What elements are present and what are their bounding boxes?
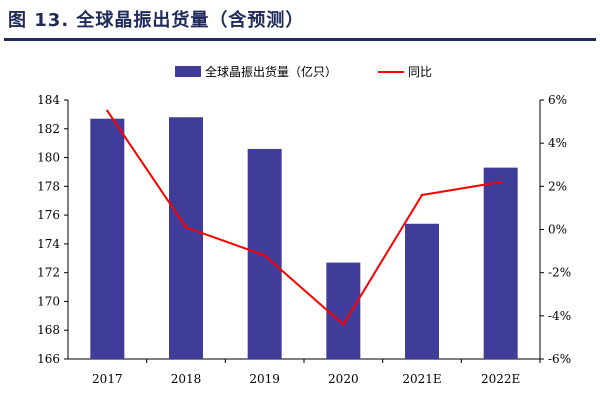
bar-2021E (405, 223, 439, 359)
left-tick-label: 180 (37, 151, 60, 165)
x-tick-label: 2020 (328, 372, 359, 386)
x-tick-label: 2022E (481, 372, 520, 386)
legend: 全球晶振出货量（亿只） 同比 (175, 64, 432, 79)
right-axis-labels: -6% -4% -2% 0% 2% 4% 6% (548, 93, 571, 366)
left-tick-label: 174 (37, 237, 60, 251)
yoy-point-2018 (184, 226, 188, 229)
bar-series (90, 117, 518, 360)
yoy-line (106, 110, 501, 326)
legend-bar-swatch (175, 66, 201, 77)
yoy-point-2020 (342, 323, 345, 326)
figure-title: 图 13. 全球晶振出货量（含预测） (8, 10, 305, 31)
x-tick-label: 2017 (92, 372, 123, 386)
left-tick-label: 170 (37, 294, 60, 308)
yoy-point-2017 (106, 109, 109, 112)
right-tick-label: -4% (548, 309, 571, 323)
left-axis-labels: 166 168 170 172 174 176 178 180 182 184 (37, 93, 60, 366)
left-tick-label: 168 (37, 323, 60, 337)
left-tick-label: 166 (37, 352, 60, 366)
bar-2018 (169, 117, 203, 360)
title-divider (4, 38, 596, 41)
right-tick-label: 6% (548, 93, 567, 107)
left-tick-label: 182 (37, 122, 60, 136)
bar-2019 (247, 148, 282, 359)
left-tick-label: 184 (37, 93, 60, 107)
right-tick-label: 0% (548, 223, 567, 237)
bar-2020 (326, 262, 361, 359)
left-tick-label: 172 (37, 266, 60, 280)
axes (64, 99, 544, 363)
right-tick-label: 2% (548, 179, 567, 193)
yoy-point-2021E (420, 193, 424, 197)
yoy-line-series (106, 109, 502, 326)
right-tick-label: -6% (548, 352, 571, 366)
left-tick-label: 176 (37, 208, 60, 222)
bar-2017 (90, 118, 125, 359)
bar-2022E (483, 167, 518, 359)
x-axis-labels: 2017 2018 2019 2020 2021E 2022E (92, 372, 520, 386)
yoy-point-2019 (263, 254, 266, 257)
x-tick-label: 2019 (249, 372, 280, 386)
legend-line-label: 同比 (408, 65, 432, 79)
left-tick-label: 178 (37, 179, 60, 193)
yoy-point-2022E (499, 180, 502, 184)
right-tick-label: 4% (548, 136, 567, 150)
right-tick-label: -2% (548, 266, 571, 280)
x-tick-label: 2021E (402, 372, 441, 386)
x-tick-label: 2018 (171, 372, 202, 386)
legend-bar-label: 全球晶振出货量（亿只） (205, 64, 337, 79)
